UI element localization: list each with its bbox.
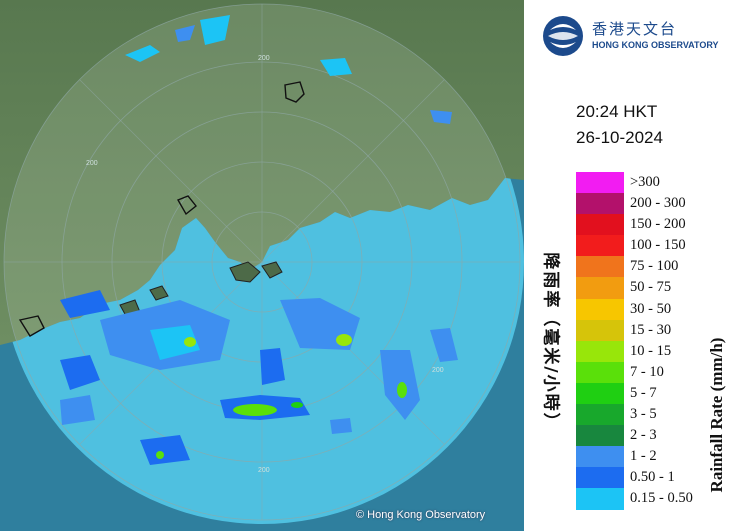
legend-swatch	[576, 382, 624, 405]
logo-chinese-name: 香港天文台	[592, 20, 678, 38]
legend-label: 30 - 50	[630, 300, 672, 317]
range-label-east: 200	[432, 367, 444, 374]
range-label-west: 200	[86, 160, 98, 167]
legend-swatch	[576, 425, 624, 447]
legend-swatch	[576, 340, 624, 362]
rain-echoes-moderate	[156, 334, 407, 459]
legend-labels: >300 200 - 300 150 - 200 100 - 150 75 - 100 5…	[630, 172, 740, 510]
legend-swatch	[576, 235, 624, 257]
legend-label: 75 - 100	[630, 258, 679, 275]
legend-swatch	[576, 256, 624, 278]
logo-english-name: HONG KONG OBSERVATORY	[592, 40, 719, 50]
legend-label: 0.50 - 1	[630, 469, 675, 486]
legend-panel: 香港天文台 HONG KONG OBSERVATORY 20:24 HKT 26…	[524, 0, 752, 531]
hko-logo: 香港天文台 HONG KONG OBSERVATORY	[540, 14, 750, 58]
legend-label: 1 - 2	[630, 448, 657, 465]
legend-swatch	[576, 319, 624, 341]
legend-label: >300	[630, 174, 660, 190]
legend-swatch	[576, 172, 624, 194]
legend-label: 100 - 150	[630, 237, 686, 254]
range-labels: 200 200 200 200	[86, 55, 444, 474]
legend-label: 2 - 3	[630, 427, 657, 444]
islands	[119, 261, 283, 317]
hko-emblem-icon	[543, 16, 583, 56]
range-label-south: 200	[258, 467, 270, 474]
legend-swatch	[576, 277, 624, 299]
legend-label: 3 - 5	[630, 406, 657, 423]
legend-color-scale	[576, 172, 624, 510]
timestamp-time: 20:24 HKT	[576, 102, 658, 121]
legend-label: 150 - 200	[630, 216, 686, 233]
legend-swatch	[576, 446, 624, 468]
legend-label: 50 - 75	[630, 279, 672, 296]
legend-label: 5 - 7	[630, 384, 657, 401]
legend-label: 15 - 30	[630, 321, 672, 338]
legend-swatch	[576, 467, 624, 489]
legend-label: 200 - 300	[630, 195, 686, 212]
radar-map-graphic: 200 200 200 200	[0, 0, 524, 531]
legend-swatch	[576, 214, 624, 236]
legend-title-chinese: 降雨率（毫米/小時）	[540, 252, 561, 432]
legend-swatch	[576, 404, 624, 426]
legend-label: 0.15 - 0.50	[630, 490, 693, 507]
legend-label: 10 - 15	[630, 342, 672, 359]
legend-label: 7 - 10	[630, 363, 664, 380]
range-spokes	[4, 4, 520, 520]
legend-swatch	[576, 488, 624, 510]
legend-swatch	[576, 361, 624, 383]
legend-title-english: Rainfall Rate (mm/h)	[707, 337, 726, 493]
range-label-north: 200	[258, 55, 270, 62]
map-credit: © Hong Kong Observatory	[356, 509, 486, 521]
timestamp-date: 26-10-2024	[576, 128, 663, 147]
radar-map: 200 200 200 200	[0, 0, 524, 531]
legend-swatch	[576, 193, 624, 215]
legend-swatch	[576, 298, 624, 320]
coastline-outlines	[18, 81, 305, 337]
